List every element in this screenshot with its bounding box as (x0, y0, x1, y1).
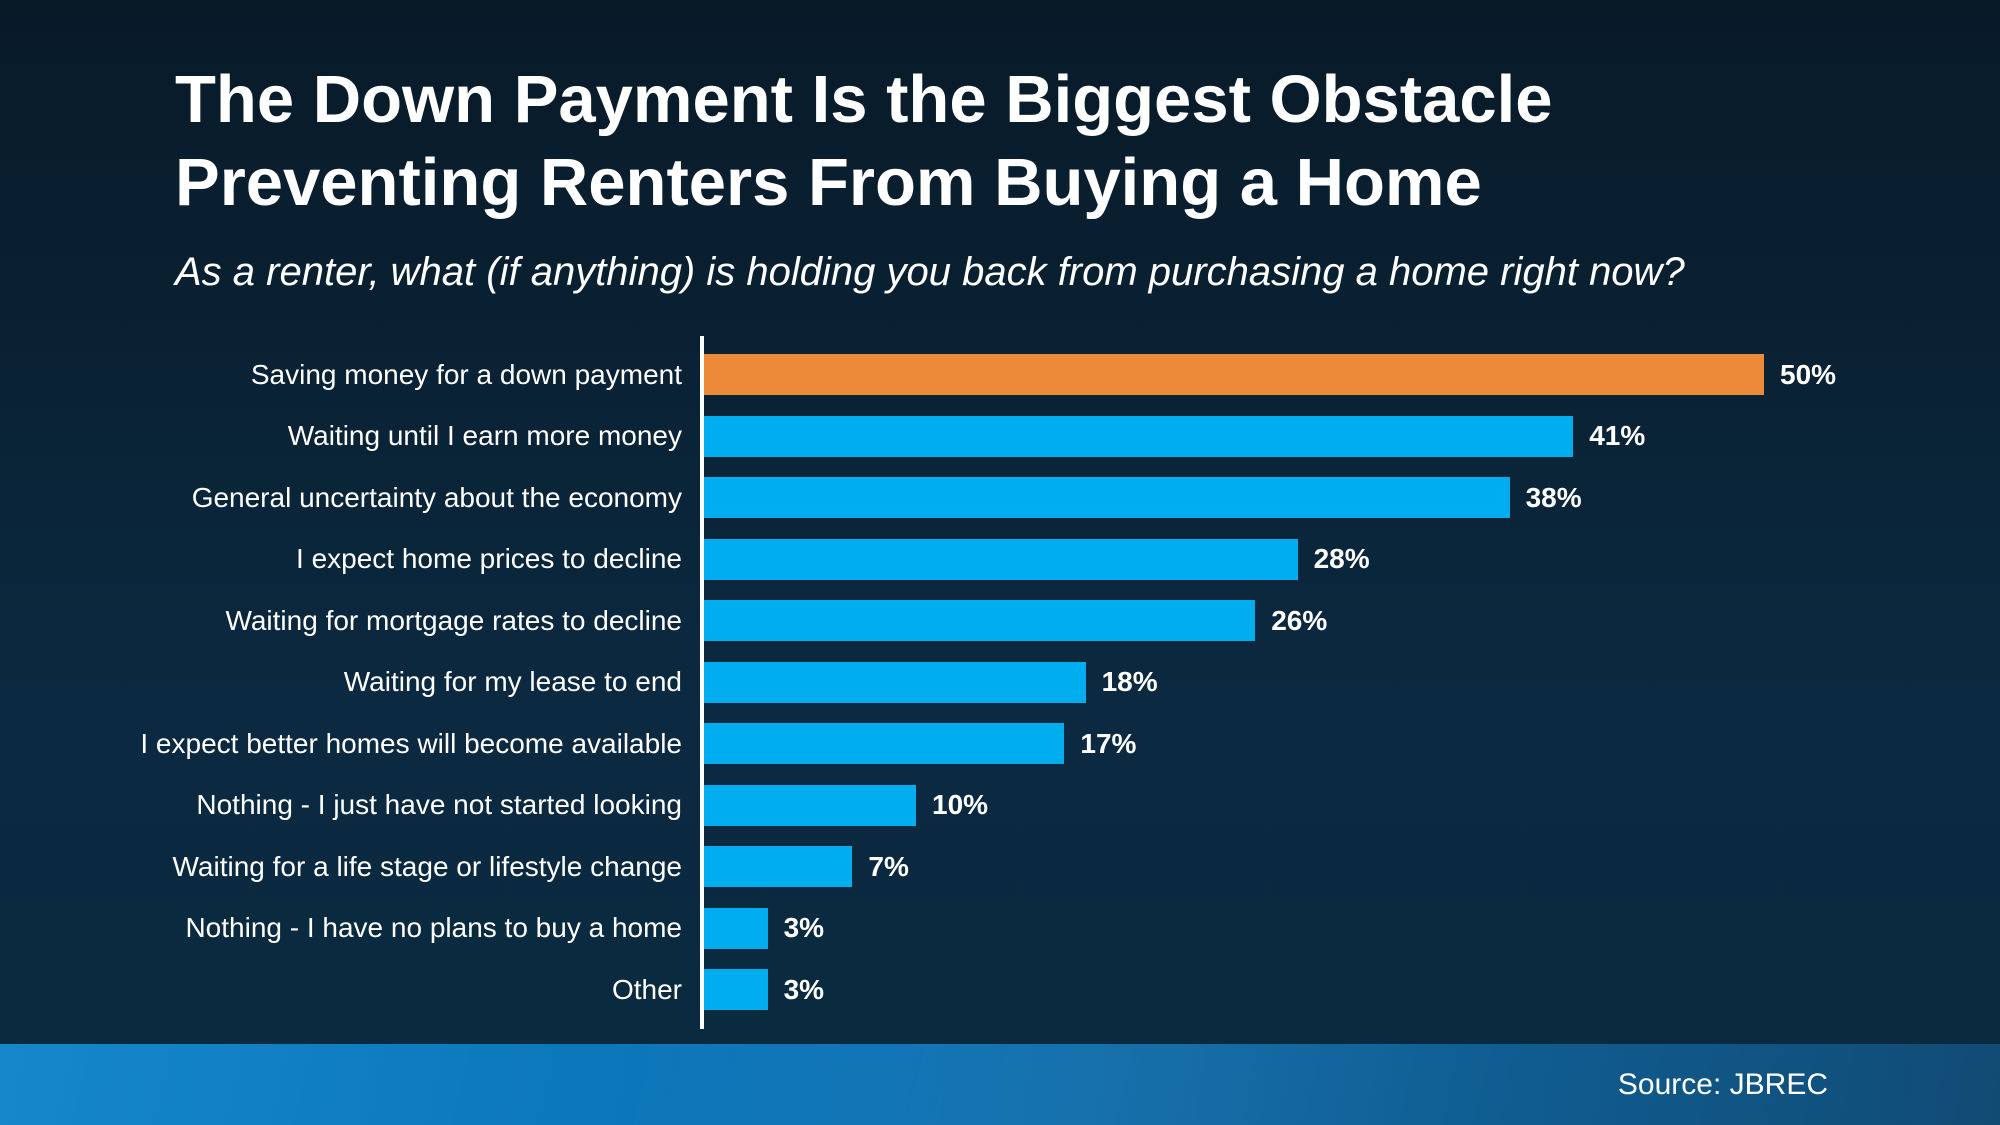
value-label: 26% (1271, 604, 1328, 636)
bar (704, 415, 1574, 457)
value-label: 50% (1780, 358, 1837, 390)
chart-row: Nothing - I just have not started lookin… (0, 775, 2000, 837)
category-label: I expect home prices to decline (296, 543, 682, 575)
bar (704, 354, 1764, 396)
chart-row: Waiting for my lease to end 18% (0, 652, 2000, 714)
category-label: Nothing - I have no plans to buy a home (185, 912, 682, 944)
value-label: 41% (1589, 420, 1646, 452)
bar-area: 3% (704, 907, 825, 949)
chart-row: I expect home prices to decline 28% (0, 529, 2000, 591)
value-label: 38% (1525, 481, 1582, 513)
category-label: Waiting for a life stage or lifestyle ch… (172, 850, 682, 882)
bar (704, 846, 853, 888)
bar-area: 17% (704, 723, 1137, 765)
category-label: Saving money for a down payment (250, 358, 682, 390)
category-label: General uncertainty about the economy (191, 481, 682, 513)
chart-row: Other 3% (0, 959, 2000, 1021)
chart-title-line-1: The Down Payment Is the Biggest Obstacle (175, 62, 1553, 137)
bar (704, 784, 916, 826)
chart-rows: Saving money for a down payment 50% Wait… (0, 344, 2000, 1021)
chart-header: The Down Payment Is the Biggest Obstacle… (175, 58, 1825, 295)
chart-row: General uncertainty about the economy 38… (0, 467, 2000, 529)
value-label: 3% (783, 912, 825, 944)
chart-row: Waiting until I earn more money 41% (0, 406, 2000, 468)
footer-bar: Source: JBREC (0, 1044, 2000, 1125)
value-label: 28% (1313, 543, 1370, 575)
bar-area: 10% (704, 784, 989, 826)
bar-area: 18% (704, 661, 1158, 703)
bar-area: 38% (704, 477, 1582, 519)
bar (704, 600, 1256, 642)
value-label: 3% (783, 973, 825, 1005)
bar (704, 723, 1065, 765)
chart-row: I expect better homes will become availa… (0, 713, 2000, 775)
bar-chart: Saving money for a down payment 50% Wait… (0, 336, 2000, 1029)
bar-area: 3% (704, 969, 825, 1011)
axis-line (700, 336, 704, 1029)
value-label: 7% (868, 850, 909, 882)
category-label: Waiting for mortgage rates to decline (225, 604, 682, 636)
source-text: Source: JBREC (1617, 1067, 1828, 1101)
category-label: Other (611, 973, 682, 1005)
value-label: 17% (1080, 727, 1137, 759)
bar (704, 538, 1298, 580)
bar (704, 661, 1086, 703)
value-label: 10% (932, 789, 989, 821)
value-label: 18% (1101, 666, 1158, 698)
category-label: Nothing - I just have not started lookin… (196, 789, 682, 821)
chart-title: The Down Payment Is the Biggest Obstacle… (175, 58, 1825, 224)
category-label: Waiting until I earn more money (287, 420, 682, 452)
chart-row: Nothing - I have no plans to buy a home … (0, 898, 2000, 960)
chart-title-line-2: Preventing Renters From Buying a Home (175, 145, 1482, 221)
chart-subtitle: As a renter, what (if anything) is holdi… (175, 250, 1685, 295)
category-label: I expect better homes will become availa… (140, 727, 682, 759)
chart-row: Saving money for a down payment 50% (0, 344, 2000, 406)
bar (704, 907, 768, 949)
bar-area: 41% (704, 415, 1646, 457)
bar (704, 969, 768, 1011)
chart-row: Waiting for mortgage rates to decline 26… (0, 590, 2000, 652)
bar (704, 477, 1510, 519)
chart-row: Waiting for a life stage or lifestyle ch… (0, 836, 2000, 898)
bar-area: 28% (704, 538, 1370, 580)
bar-area: 7% (704, 846, 909, 888)
bar-area: 50% (704, 354, 1837, 396)
category-label: Waiting for my lease to end (343, 666, 682, 698)
bar-area: 26% (704, 600, 1328, 642)
